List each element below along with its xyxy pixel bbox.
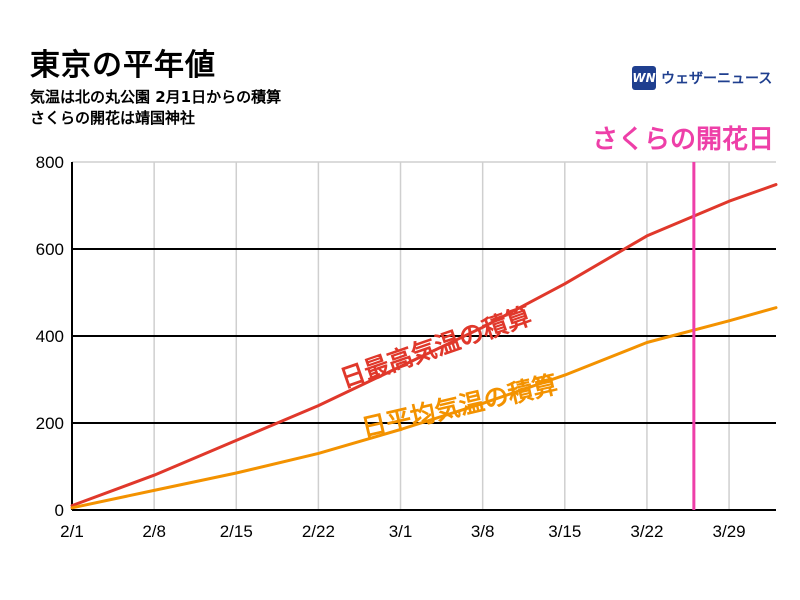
chart-subtitle-1: 気温は北の丸公園 2月1日からの積算 [30, 88, 282, 106]
x-tick-label: 3/15 [548, 522, 581, 541]
x-tick-label: 2/15 [220, 522, 253, 541]
x-tick-label: 3/22 [630, 522, 663, 541]
y-tick-label: 0 [55, 501, 64, 520]
chart-subtitle-2: さくらの開花は靖国神社 [30, 109, 196, 127]
series-line [70, 183, 778, 508]
sakura-bloom-label: さくらの開花日 [592, 125, 774, 155]
x-tick-label: 2/22 [302, 522, 335, 541]
weathernews-logo-icon: WN [632, 66, 656, 90]
y-tick-label: 800 [36, 153, 64, 172]
weathernews-logo: WN ウェザーニュース [632, 66, 772, 90]
x-tick-label: 3/29 [713, 522, 746, 541]
x-tick-label: 3/1 [389, 522, 413, 541]
y-tick-label: 400 [36, 327, 64, 346]
y-tick-label: 600 [36, 240, 64, 259]
chart-title: 東京の平年値 [30, 48, 216, 83]
series-line [70, 306, 778, 510]
weathernews-logo-text: ウェザーニュース [661, 71, 773, 87]
x-tick-label: 3/8 [471, 522, 495, 541]
x-tick-label: 2/8 [142, 522, 166, 541]
x-tick-label: 2/1 [60, 522, 84, 541]
series-label: 日平均気温の積算 [359, 370, 560, 443]
y-tick-label: 200 [36, 414, 64, 433]
